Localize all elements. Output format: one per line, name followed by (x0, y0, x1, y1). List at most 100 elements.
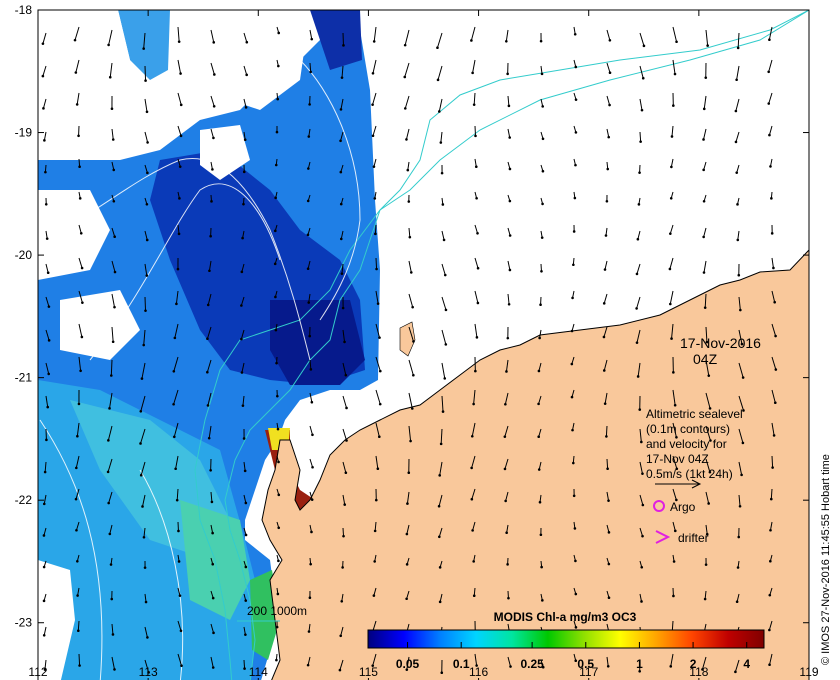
velocity-arrow (768, 125, 773, 136)
velocity-arrow-head (540, 72, 544, 76)
velocity-arrow-head (273, 262, 277, 266)
velocity-arrow-head (774, 334, 777, 338)
velocity-arrow-head (506, 563, 509, 566)
velocity-arrow-head (409, 439, 412, 443)
velocity-arrow (78, 323, 83, 338)
velocity-arrow (109, 524, 113, 535)
velocity-arrow (704, 293, 707, 308)
velocity-arrow (309, 491, 313, 500)
velocity-arrow-head (508, 234, 512, 237)
velocity-arrow (210, 656, 214, 668)
velocity-arrow-head (43, 668, 47, 671)
velocity-arrow-head (735, 78, 738, 82)
velocity-arrow-head (308, 334, 312, 338)
velocity-arrow (372, 125, 377, 136)
land-mass (262, 250, 809, 680)
velocity-arrow (78, 257, 83, 269)
velocity-arrow-head (734, 109, 738, 113)
velocity-arrow (705, 392, 711, 409)
velocity-arrow-head (276, 592, 280, 596)
velocity-arrow-head (175, 302, 178, 306)
velocity-arrow-head (769, 559, 772, 563)
velocity-arrow-head (339, 139, 342, 143)
velocity-arrow-head (702, 199, 706, 203)
velocity-arrow-head (371, 103, 374, 106)
velocity-arrow (705, 458, 711, 473)
velocity-arrow-head (142, 47, 145, 50)
velocity-arrow-head (240, 337, 243, 341)
velocity-arrow-head (406, 168, 410, 172)
velocity-arrow-head (45, 438, 48, 442)
velocity-arrow-head (306, 663, 310, 667)
velocity-arrow (210, 524, 214, 534)
velocity-arrow (408, 227, 411, 238)
velocity-arrow (472, 59, 476, 73)
velocity-arrow (173, 356, 179, 372)
legend-line-5: 0.5m/s (1kt 24h) (646, 467, 733, 481)
velocity-arrow (341, 263, 344, 274)
velocity-arrow (375, 422, 380, 437)
velocity-arrow-head (178, 165, 182, 168)
velocity-arrow-head (338, 668, 342, 672)
velocity-arrow-head (374, 232, 377, 236)
velocity-arrow-head (307, 630, 311, 633)
velocity-arrow-head (111, 340, 115, 344)
velocity-arrow-head (75, 466, 78, 470)
velocity-arrow (340, 626, 344, 636)
velocity-arrow (144, 164, 148, 173)
colorbar-tick-label: 2 (690, 657, 697, 671)
velocity-arrow-head (178, 594, 182, 597)
velocity-arrow-head (508, 136, 512, 139)
velocity-arrow (771, 422, 775, 436)
velocity-arrow-head (275, 130, 279, 134)
velocity-arrow-head (42, 107, 45, 110)
velocity-arrow (177, 620, 182, 631)
velocity-arrow-head (409, 271, 413, 274)
velocity-arrow (342, 461, 347, 473)
velocity-arrow-head (207, 436, 211, 440)
velocity-arrow-head (373, 197, 377, 200)
velocity-arrow-head (276, 427, 280, 431)
velocity-arrow (606, 491, 610, 501)
velocity-arrow (705, 425, 711, 441)
velocity-arrow-head (112, 168, 116, 172)
velocity-arrow (177, 653, 182, 666)
velocity-arrow-head (638, 408, 642, 411)
velocity-arrow-head (438, 566, 442, 569)
velocity-arrow-head (708, 470, 712, 474)
velocity-arrow (342, 329, 346, 342)
velocity-arrow (538, 362, 542, 372)
velocity-arrow-head (76, 559, 79, 563)
velocity-arrow (639, 65, 644, 79)
velocity-arrow-head (570, 395, 574, 399)
velocity-arrow-head (342, 534, 345, 538)
velocity-arrow-head (244, 501, 248, 505)
velocity-arrow-head (505, 531, 508, 535)
velocity-arrow-head (139, 410, 143, 413)
velocity-arrow-head (277, 559, 280, 563)
velocity-arrow-head (277, 526, 281, 530)
velocity-arrow-head (739, 308, 742, 312)
velocity-arrow (78, 653, 81, 666)
velocity-arrow-head (211, 562, 215, 566)
velocity-arrow-head (177, 40, 181, 43)
velocity-arrow (144, 296, 147, 311)
velocity-arrow-head (508, 167, 512, 171)
lat-tick-label: -22 (15, 493, 33, 507)
velocity-arrow-head (704, 76, 708, 79)
velocity-arrow-head (405, 138, 408, 141)
velocity-arrow-head (341, 306, 345, 310)
velocity-arrow (737, 32, 740, 48)
velocity-arrow-head (640, 440, 643, 444)
velocity-arrow-head (243, 667, 246, 670)
velocity-arrow-head (78, 165, 81, 169)
velocity-arrow-head (113, 235, 116, 239)
velocity-arrow-head (241, 236, 244, 240)
lat-tick-label: -20 (15, 248, 33, 262)
velocity-arrow (771, 290, 776, 303)
velocity-arrow-head (372, 165, 376, 168)
velocity-arrow-head (472, 103, 476, 106)
lat-tick-label: -21 (15, 371, 33, 385)
velocity-arrow-head (245, 40, 249, 44)
velocity-arrow (735, 131, 740, 143)
